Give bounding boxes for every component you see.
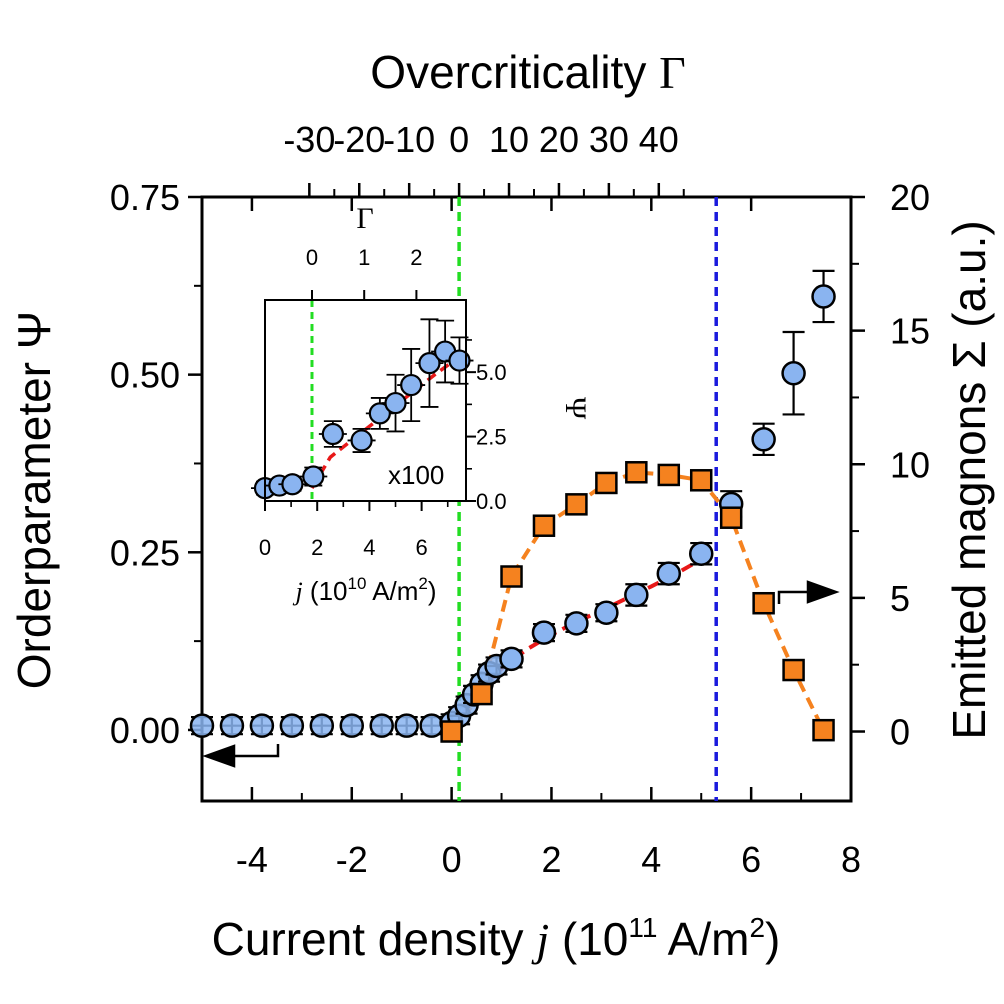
- top-tick-label: -20: [333, 119, 385, 160]
- inset-frame: [264, 299, 467, 502]
- inset-x-tick-label: 2: [311, 535, 323, 560]
- top-axis-label: Overcriticality: [370, 46, 646, 98]
- orderparameter-point: [531, 620, 557, 645]
- inset-orderparameter-point: [368, 402, 391, 425]
- top-tick-label: 20: [539, 119, 579, 160]
- x-tick-label: -2: [336, 839, 368, 880]
- orderparameter-point: [279, 713, 305, 738]
- inset-y-tick-label: 0.0: [476, 489, 507, 514]
- y-left-tick-label: 0.25: [110, 532, 180, 573]
- x-tick-label: 0: [442, 839, 462, 880]
- magnon-point: [812, 718, 835, 742]
- orderparameter-point: [249, 713, 275, 738]
- magnon-point: [657, 463, 681, 487]
- inset-orderparameter-point: [418, 352, 441, 375]
- left-axis-arrow: [202, 744, 280, 768]
- inset-background: [265, 300, 466, 501]
- magnon-point: [625, 461, 648, 484]
- orderparameter-point: [781, 360, 806, 386]
- inset-orderparameter-point: [384, 391, 407, 415]
- magnon-point: [752, 591, 775, 615]
- orderparameter-point: [419, 713, 444, 738]
- inset-orderparameter-point: [302, 465, 325, 488]
- inset-top-tick-label: 2: [410, 245, 422, 270]
- y-right-tick-label: 10: [890, 444, 930, 485]
- y-right-tick-label: 5: [890, 578, 910, 619]
- inset-top-tick-label: 0: [306, 245, 318, 270]
- x-tick-label: 2: [541, 839, 561, 880]
- y-left-tick-label: 0.50: [110, 355, 180, 396]
- inset-orderparameter-point: [400, 373, 423, 397]
- top-axis-title: Overcriticality Γ: [370, 46, 685, 98]
- x-tick-label: 6: [741, 839, 761, 880]
- top-tick-label: 0: [449, 119, 469, 160]
- x-tick-label: 4: [641, 839, 661, 880]
- top-axis-symbol: Γ: [659, 47, 686, 98]
- orderparameter-point: [564, 611, 589, 636]
- y-right-tick-label: 15: [890, 311, 930, 352]
- orderparameter-point: [189, 713, 215, 738]
- top-tick-label: 10: [489, 119, 529, 160]
- right-axis-arrow: [777, 580, 840, 604]
- inset-plot-layer: 0 2 4 6 0 1 2 0.0 2.5 5.0: [251, 245, 507, 560]
- top-tick-label: 40: [639, 119, 679, 160]
- orderparameter-point: [624, 582, 649, 608]
- orderparameter-point: [309, 713, 335, 738]
- orderparameter-point: [688, 541, 714, 566]
- inset-orderparameter-point: [321, 422, 344, 446]
- inset-orderparameter-point: [448, 349, 471, 372]
- magnon-point: [440, 720, 463, 743]
- inset-top-tick-label: 1: [358, 245, 370, 270]
- inset-y-label: Ψ: [559, 397, 592, 420]
- orderparameter-point: [811, 284, 836, 309]
- y-right-tick-label: 20: [890, 177, 930, 218]
- x-tick-label: 8: [841, 839, 861, 880]
- orderparameter-point: [394, 713, 419, 738]
- y-right-tick-label: 0: [890, 712, 910, 753]
- y-left-tick-label: 0.75: [110, 177, 180, 218]
- main-plot-frame: [200, 195, 853, 803]
- magnon-point: [565, 493, 588, 516]
- magnon-point: [689, 469, 713, 492]
- magnon-point: [719, 506, 743, 529]
- inset-orderparameter-point: [281, 473, 304, 496]
- inset-x-axis-title: j (1010 A/m2): [292, 574, 436, 606]
- inset-x-tick-label: 4: [363, 535, 375, 560]
- inset-top-symbol: Γ: [356, 202, 373, 235]
- magnon-point: [500, 565, 523, 588]
- x-tick-label: -4: [236, 839, 268, 880]
- top-tick-label: -10: [383, 119, 435, 160]
- top-tick-label: 30: [589, 119, 629, 160]
- orderparameter-point: [339, 713, 365, 738]
- top-tick-label: -30: [283, 119, 335, 160]
- orderparameter-point: [656, 561, 682, 586]
- magnon-point: [470, 682, 493, 706]
- inset-x-tick-label: 0: [259, 535, 271, 560]
- inset-y-tick-label: 2.5: [476, 425, 507, 450]
- inset-orderparameter-point: [350, 429, 373, 452]
- y-left-axis-title: Orderparameter Ψ: [8, 311, 60, 689]
- x-axis-title: Current density j (1011 A/m2): [212, 912, 781, 965]
- inset-scale-note: x100: [388, 460, 444, 490]
- magnon-point: [782, 658, 805, 682]
- orderparameter-point: [751, 427, 776, 452]
- orderparameter-point: [369, 713, 394, 738]
- y-left-tick-label: 0.00: [110, 710, 180, 751]
- inset-y-tick-label: 5.0: [476, 360, 507, 385]
- y-right-axis-title: Emitted magnons Σ (a.u.): [943, 220, 995, 739]
- magnon-point: [532, 514, 556, 537]
- orderparameter-point: [219, 713, 245, 738]
- orderparameter-point: [499, 646, 524, 672]
- orderparameter-point: [594, 600, 619, 625]
- magnon-point: [595, 471, 618, 495]
- inset-x-tick-label: 6: [415, 535, 427, 560]
- main-plot-layer: -4 -2 0 2 4 6 8-30-20-10 0 10 20 30 400.000.250.500…: [110, 119, 930, 880]
